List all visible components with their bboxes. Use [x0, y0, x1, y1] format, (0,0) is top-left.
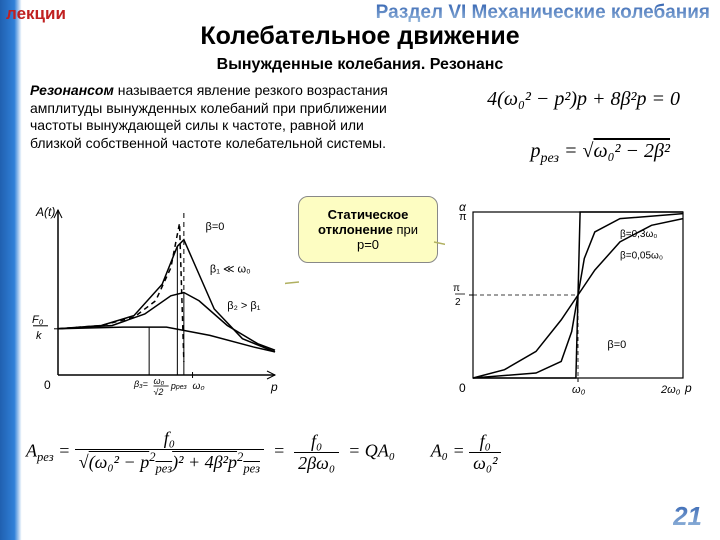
svg-text:ω₀: ω₀ — [153, 376, 164, 386]
page-subtitle: Вынужденные колебания. Резонанс — [0, 56, 720, 74]
svg-text:A(t): A(t) — [35, 205, 55, 219]
bf-num1: f₀ — [75, 428, 264, 450]
bf-A: A — [26, 440, 37, 460]
bf-num2: f₀ — [294, 431, 339, 453]
formula-resonance-frequency: pрез = √ω₀² − 2β² — [530, 140, 670, 167]
formula2-rhs: ω₀² − 2β² — [593, 140, 670, 162]
svg-text:π: π — [459, 211, 467, 223]
bf-den2: 2βω₀ — [294, 453, 339, 474]
bf-den3: ω₀² — [469, 453, 501, 474]
svg-text:β₁ ≪ ω₀: β₁ ≪ ω₀ — [210, 264, 251, 276]
svg-text:pрез: pрез — [170, 381, 188, 391]
bf-den1a: (ω₀² − p — [89, 452, 150, 472]
bf-den1b: рез — [156, 462, 173, 476]
svg-text:ω₀: ω₀ — [572, 384, 586, 396]
bf-den1: √(ω₀² − p2рез)² + 4β²p2рез — [75, 450, 264, 477]
bf-den1d: рез — [243, 462, 260, 476]
svg-text:β=0,05ω₀: β=0,05ω₀ — [620, 250, 663, 261]
svg-text:2: 2 — [455, 297, 461, 308]
svg-text:β₂ > β₁: β₂ > β₁ — [227, 300, 260, 312]
definition-term: Резонансом — [30, 82, 114, 98]
bf-num3: f₀ — [469, 431, 501, 453]
callout-static-deflection: Статическое отклонение при p=0 — [298, 196, 438, 263]
bf-A0: A₀ — [431, 440, 448, 460]
svg-text:√2: √2 — [153, 387, 163, 397]
svg-text:F₀: F₀ — [32, 314, 44, 326]
header-right: Раздел VI Механические колебания — [376, 2, 710, 24]
svg-text:p: p — [684, 381, 692, 395]
header-left: лекции — [6, 4, 66, 24]
svg-text:p: p — [270, 380, 278, 394]
svg-text:β=0,3ω₀: β=0,3ω₀ — [620, 229, 657, 240]
svg-text:β₃=: β₃= — [133, 379, 148, 389]
phase-chart: αp0ππ2ω₀2ω₀β=0,3ω₀β=0,05ω₀β=0 — [445, 200, 695, 400]
svg-text:ω₀: ω₀ — [193, 381, 205, 392]
bf-den1c: )² + 4β²p — [172, 452, 237, 472]
bf-Asub: рез — [37, 450, 54, 464]
svg-text:β=0: β=0 — [607, 339, 626, 351]
svg-text:2ω₀: 2ω₀ — [660, 384, 681, 396]
amplitude-chart: A(t)p0F₀kβ₃=ω₀√2pрезω₀β=0β₁ ≪ ω₀β₂ > β₁ — [30, 200, 285, 400]
page-number: 21 — [673, 501, 702, 532]
svg-text:0: 0 — [459, 381, 466, 395]
formula2-sub: рез — [540, 151, 559, 166]
definition-text: Резонансом называется явление резкого во… — [30, 82, 410, 152]
page-title: Колебательное движение — [0, 22, 720, 51]
formula-resonance-condition: 4(ω₀² − p²)p + 8β²p = 0 — [487, 88, 680, 111]
bf-QA: QA₀ — [365, 440, 395, 460]
svg-text:π: π — [453, 283, 460, 294]
svg-text:k: k — [36, 330, 42, 342]
formula2-lhs: p — [530, 140, 540, 162]
svg-text:0: 0 — [44, 378, 51, 392]
bottom-formula: Aрез = f₀ √(ω₀² − p2рез)² + 4β²p2рез = f… — [26, 428, 501, 477]
svg-text:β=0: β=0 — [206, 221, 225, 233]
